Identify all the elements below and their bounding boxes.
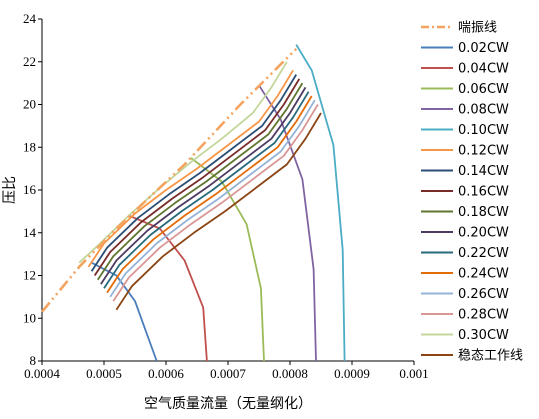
y-tick-label: 14 [23,225,37,240]
series-line-9 [100,86,307,285]
y-tick-label: 20 [23,97,36,112]
x-axis-title: 空气质量流量（无量纲化） [144,396,312,412]
legend-label: 0.30CW [458,328,509,343]
legend-label: 稳态工作线 [458,348,523,364]
legend-label: 0.04CW [458,62,509,77]
legend-label: 0.02CW [458,41,509,56]
y-tick-label: 16 [23,182,37,197]
x-tick-label: 0.0008 [272,366,308,381]
series-line-11 [106,95,313,294]
series-line-3 [258,84,317,362]
x-tick-label: 0.0006 [148,366,184,381]
legend-label: 0.22CW [458,246,509,261]
x-tick-label: 0.0009 [334,366,370,381]
series-line-5 [87,69,294,268]
legend-label: 0.18CW [458,205,509,220]
series-line-13 [112,104,319,302]
y-tick-label: 24 [23,11,37,26]
series-lines [40,44,346,362]
legend-label: 0.06CW [458,82,509,97]
series-line-6 [90,74,297,272]
x-tick-label: 0.0007 [210,366,246,381]
y-axis-title: 压比 [2,176,18,204]
legend-label: 0.10CW [458,123,509,138]
legend-label: 0.24CW [458,267,509,282]
y-tick-label: 12 [23,268,36,283]
legend-label: 0.12CW [458,144,509,159]
legend-label: 0.08CW [458,103,509,118]
tick-labels: 0.0004 0.0005 0.0006 0.0007 0.0008 0.0009 0.00… [23,11,429,381]
series-line-2 [190,157,265,362]
series-line-12 [109,99,316,298]
y-tick-label: 18 [23,139,36,154]
x-tick-label: 0.0004 [24,366,60,381]
series-line-10 [103,91,310,289]
series-line-8 [97,82,304,281]
legend-label: 0.20CW [458,226,509,241]
series-line-4 [295,44,346,362]
y-tick-label: 8 [30,353,37,368]
x-tick-label: 0.0005 [86,366,122,381]
legend-label: 0.28CW [458,308,509,323]
x-tick-label: 0.001 [399,366,428,381]
legend-label: 喘振线 [458,20,497,36]
series-line-14 [78,61,288,264]
legend-label: 0.14CW [458,164,509,179]
y-tick-label: 10 [23,310,36,325]
series-line-15 [115,112,322,311]
legend-label: 0.16CW [458,185,509,200]
legend: 喘振线 0.02CW 0.04CW 0.06CW 0.08CW 0.10CW 0.12CW 0… [421,20,523,364]
axes [38,18,415,365]
y-tick-label: 22 [23,54,36,69]
legend-label: 0.26CW [458,287,509,302]
series-line-0 [91,261,158,362]
series-line-1 [128,214,208,362]
series-line-7 [93,78,301,276]
